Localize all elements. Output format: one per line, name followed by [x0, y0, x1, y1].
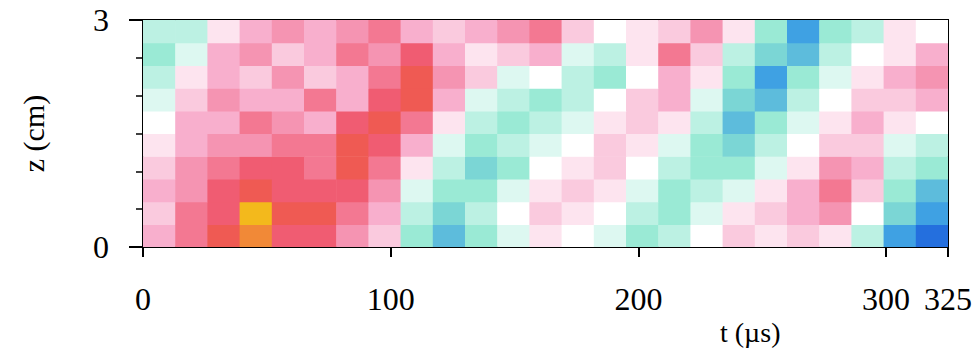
svg-text:3: 3 — [93, 2, 109, 38]
svg-text:z (cm): z (cm) — [17, 95, 51, 172]
svg-text:300: 300 — [862, 281, 910, 317]
svg-text:0: 0 — [135, 281, 151, 317]
svg-text:200: 200 — [614, 281, 662, 317]
svg-text:t (µs): t (µs) — [720, 317, 780, 348]
svg-text:0: 0 — [93, 229, 109, 265]
svg-text:325: 325 — [924, 281, 972, 317]
svg-text:100: 100 — [367, 281, 415, 317]
